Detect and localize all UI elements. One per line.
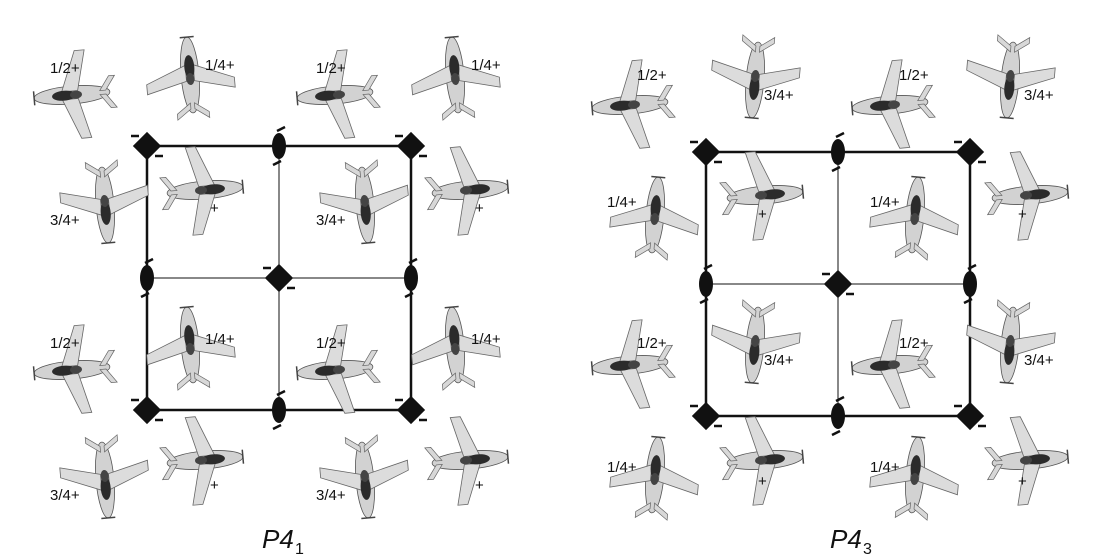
fourfold-screw-axis-icon bbox=[952, 136, 988, 168]
airplane-icon bbox=[156, 412, 248, 509]
airplane-icon bbox=[421, 412, 513, 509]
height-label: 1/4+ bbox=[205, 331, 235, 348]
height-label: 3/4+ bbox=[764, 87, 794, 104]
height-label: 3/4+ bbox=[1024, 87, 1054, 104]
airplane-icon bbox=[316, 156, 413, 248]
airplane-icon bbox=[716, 147, 808, 244]
airplane-icon bbox=[962, 31, 1059, 123]
height-label: 1/2+ bbox=[50, 60, 80, 77]
height-label: + bbox=[758, 206, 767, 223]
fourfold-screw-axis-icon bbox=[261, 262, 297, 294]
airplane-icon bbox=[606, 172, 703, 264]
height-label: 3/4+ bbox=[50, 212, 80, 229]
height-label: 3/4+ bbox=[316, 487, 346, 504]
airplane-icon bbox=[707, 296, 804, 388]
airplane-icon bbox=[866, 172, 963, 264]
airplane-icon bbox=[866, 432, 963, 524]
airplane-icon bbox=[606, 432, 703, 524]
height-label: 3/4+ bbox=[316, 212, 346, 229]
airplane-icon bbox=[156, 142, 248, 239]
fourfold-screw-axis-icon bbox=[393, 130, 429, 162]
airplane-icon bbox=[421, 142, 513, 239]
airplane-icon bbox=[981, 412, 1073, 509]
height-label: 1/4+ bbox=[471, 57, 501, 74]
airplane-icon bbox=[316, 431, 413, 523]
airplane-icon bbox=[407, 32, 504, 124]
height-label: + bbox=[475, 200, 484, 217]
fourfold-screw-axis-icon bbox=[820, 268, 856, 300]
panel-p41: 1/2+ 1/4+ 1/2+ 1/4+ 3/4+ + 3/4+ + 1/2+ 1… bbox=[29, 32, 513, 558]
height-label: 1/4+ bbox=[607, 459, 637, 476]
airplane-icon bbox=[56, 431, 153, 523]
height-label: 1/4+ bbox=[870, 194, 900, 211]
height-label: 3/4+ bbox=[1024, 352, 1054, 369]
fourfold-screw-axis-icon bbox=[393, 394, 429, 426]
height-label: 1/2+ bbox=[316, 335, 346, 352]
airplane-icon bbox=[981, 147, 1073, 244]
airplane-icon bbox=[962, 296, 1059, 388]
height-label: 1/4+ bbox=[870, 459, 900, 476]
airplane-icon bbox=[56, 156, 153, 248]
height-label: 3/4+ bbox=[764, 352, 794, 369]
space-group-subscript: 1 bbox=[295, 541, 304, 558]
height-label: + bbox=[758, 473, 767, 490]
fourfold-screw-axis-icon bbox=[688, 136, 724, 168]
height-label: 1/2+ bbox=[899, 335, 929, 352]
height-label: + bbox=[210, 477, 219, 494]
height-label: + bbox=[1018, 473, 1027, 490]
space-group-subscript: 3 bbox=[863, 541, 872, 558]
fourfold-screw-axis-icon bbox=[688, 400, 724, 432]
space-group-caption: P4 bbox=[262, 524, 294, 554]
height-label: 1/4+ bbox=[607, 194, 637, 211]
airplane-icon bbox=[587, 316, 679, 413]
height-label: 1/2+ bbox=[637, 67, 667, 84]
height-label: + bbox=[210, 200, 219, 217]
height-label: 1/2+ bbox=[899, 67, 929, 84]
height-label: + bbox=[475, 477, 484, 494]
panel-p43: 1/2+ 3/4+ 1/2+ 3/4+ 1/4+ + 1/4+ + 1/2+ 3… bbox=[587, 31, 1073, 558]
airplane-icon bbox=[716, 412, 808, 509]
height-label: 3/4+ bbox=[50, 487, 80, 504]
height-label: 1/2+ bbox=[316, 60, 346, 77]
height-label: 1/4+ bbox=[205, 57, 235, 74]
height-label: 1/2+ bbox=[50, 335, 80, 352]
airplane-icon bbox=[142, 32, 239, 124]
fourfold-screw-axis-icon bbox=[129, 130, 165, 162]
height-label: 1/4+ bbox=[471, 331, 501, 348]
airplane-icon bbox=[707, 31, 804, 123]
height-label: 1/2+ bbox=[637, 335, 667, 352]
fourfold-screw-axis-icon bbox=[129, 394, 165, 426]
airplane-icon bbox=[847, 316, 939, 413]
height-label: + bbox=[1018, 206, 1027, 223]
space-group-caption: P4 bbox=[830, 524, 862, 554]
fourfold-screw-axis-icon bbox=[952, 400, 988, 432]
